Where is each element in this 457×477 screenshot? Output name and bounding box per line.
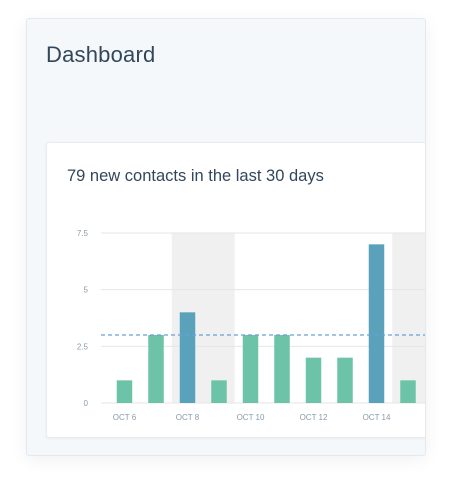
x-tick-label: OCT 6 [113,413,137,422]
bar-oct-13 [337,357,353,403]
bar-oct-8 [179,312,196,403]
report-title: 79 new contacts in the last 30 days [67,167,324,185]
y-tick-label: 5 [84,286,89,295]
bar-oct-14 [368,244,385,403]
y-tick-label: 7.5 [77,229,89,238]
week-band [392,233,425,403]
x-tick-label: OCT 8 [176,413,200,422]
x-tick-label: OCT 12 [300,413,328,422]
bar-oct-15 [400,380,416,403]
bar-oct-11 [274,335,290,403]
dashboard-panel: Dashboard 79 new contacts in the last 30… [26,18,426,456]
new-contacts-bar-chart: 0 2.5 5 7.5 OCT 6 OCT 8 OCT 10 OCT 12 OCT 14 [77,229,425,422]
bar-oct-10 [242,335,259,403]
x-tick-label: OCT 10 [237,413,265,422]
x-tick-label: OCT 14 [363,413,391,422]
bar-oct-12 [305,357,322,403]
page-title: Dashboard [46,42,156,67]
new-contacts-report-card[interactable]: 79 new contacts in the last 30 days 0 2.5… [46,142,425,438]
y-tick-label: 2.5 [77,342,89,351]
bar-oct-9 [211,380,227,403]
y-tick-label: 0 [84,399,89,408]
bar-oct-6 [116,380,133,403]
bar-oct-7 [148,335,164,403]
